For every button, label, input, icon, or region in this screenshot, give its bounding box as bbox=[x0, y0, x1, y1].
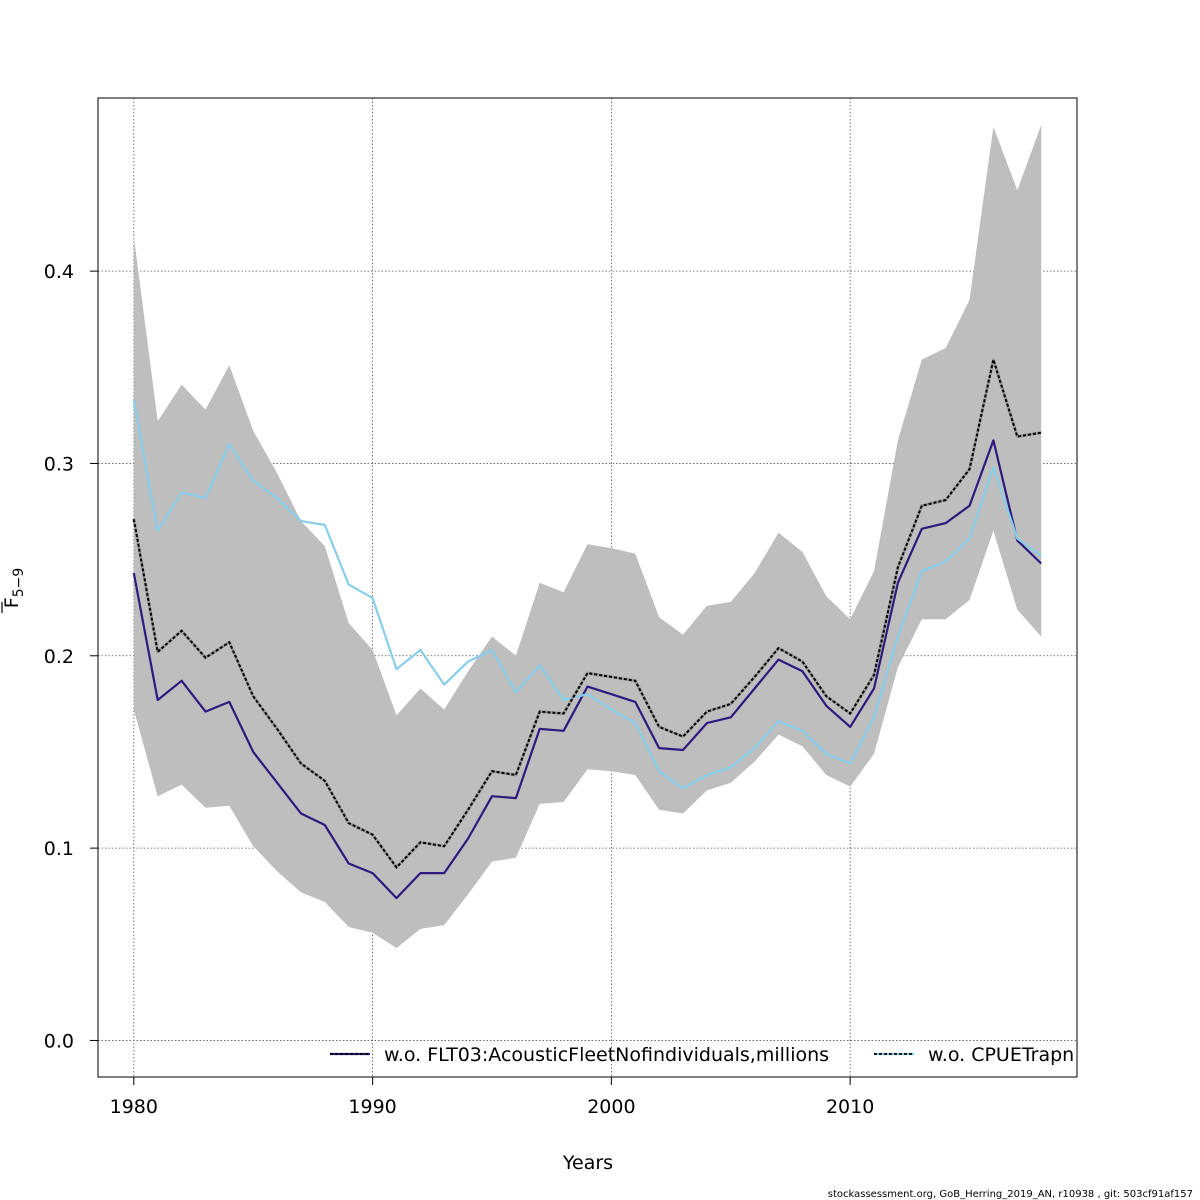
y-tick-label: 0.0 bbox=[44, 1030, 74, 1052]
series-line-cpuetrapn bbox=[132, 399, 1042, 790]
series-line-flt03 bbox=[132, 439, 1042, 900]
series-line-dashed bbox=[132, 355, 1042, 869]
y-tick-label: 0.4 bbox=[44, 261, 74, 283]
footer-note: stockassessment.org, GoB_Herring_2019_AN… bbox=[828, 1189, 1193, 1200]
y-tick-label: 0.3 bbox=[44, 453, 74, 475]
y-axis-title: F5−9 bbox=[1, 568, 27, 613]
legend: w.o. FLT03:AcousticFleetNofindividuals,m… bbox=[330, 1044, 1074, 1066]
x-axis-title: Years bbox=[562, 1152, 613, 1174]
x-tick-label: 2000 bbox=[587, 1096, 635, 1118]
x-tick-label: 1990 bbox=[348, 1096, 396, 1118]
series-lines bbox=[132, 355, 1042, 900]
legend-label-flt03: w.o. FLT03:AcousticFleetNofindividuals,m… bbox=[384, 1044, 829, 1066]
confidence-band-area bbox=[133, 124, 1042, 949]
axes: 1980 1990 2000 2010 0.0 0.1 0.2 0.3 0.4 bbox=[44, 261, 875, 1118]
x-tick-label: 1980 bbox=[110, 1096, 158, 1118]
svg-text:F5−9: F5−9 bbox=[1, 568, 27, 608]
y-axis-title-subscript: 5−9 bbox=[11, 568, 27, 598]
confidence-band bbox=[133, 124, 1042, 949]
y-axis-title-main: F bbox=[1, 597, 23, 608]
y-tick-label: 0.2 bbox=[44, 646, 74, 668]
x-tick-label: 2010 bbox=[826, 1096, 874, 1118]
y-tick-label: 0.1 bbox=[44, 838, 74, 860]
plot-frame bbox=[97, 97, 1078, 1078]
legend-label-cpue: w.o. CPUETrapn bbox=[928, 1044, 1074, 1066]
